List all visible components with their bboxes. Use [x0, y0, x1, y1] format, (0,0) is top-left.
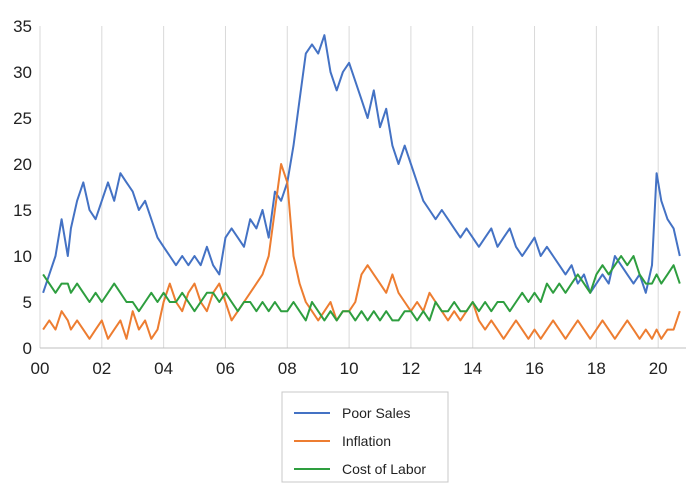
series-line-inflation [42, 163, 681, 340]
vertical-gridlines [39, 26, 659, 348]
x-tick-label-02: 02 [92, 359, 111, 378]
legend-label-inflation: Inflation [342, 433, 391, 449]
y-tick-label-25: 25 [13, 109, 32, 128]
x-tick-label-04: 04 [154, 359, 173, 378]
legend-label-cost-of-labor: Cost of Labor [342, 461, 426, 477]
legend: Poor Sales Inflation Cost of Labor [281, 391, 449, 483]
x-tick-label-06: 06 [216, 359, 235, 378]
y-tick-label-15: 15 [13, 201, 32, 220]
y-tick-label-5: 5 [23, 293, 32, 312]
y-tick-label-20: 20 [13, 155, 32, 174]
series-line-poor-sales [42, 34, 681, 294]
x-tick-label-10: 10 [340, 359, 359, 378]
y-tick-label-10: 10 [13, 247, 32, 266]
series-lines [42, 34, 681, 340]
series-line-cost-of-labor [42, 255, 681, 322]
x-tick-label-08: 08 [278, 359, 297, 378]
x-tick-label-18: 18 [587, 359, 606, 378]
y-tick-label-30: 30 [13, 63, 32, 82]
x-tick-label-12: 12 [401, 359, 420, 378]
x-axis-tick-labels: 00 02 04 06 08 10 12 14 16 18 20 [31, 359, 668, 378]
x-tick-label-14: 14 [463, 359, 482, 378]
legend-box [281, 391, 449, 483]
y-tick-label-35: 35 [13, 17, 32, 36]
legend-label-poor-sales: Poor Sales [342, 405, 410, 421]
y-axis-tick-labels: 0 5 10 15 20 25 30 35 [13, 17, 32, 358]
x-tick-label-00: 00 [31, 359, 50, 378]
y-tick-label-0: 0 [23, 339, 32, 358]
x-tick-label-16: 16 [525, 359, 544, 378]
x-tick-label-20: 20 [649, 359, 668, 378]
